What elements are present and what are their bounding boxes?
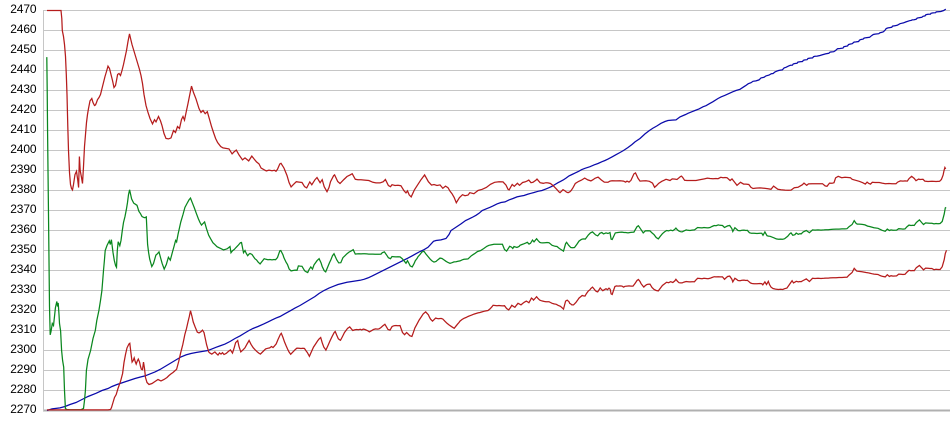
svg-text:2410: 2410 (10, 122, 37, 136)
svg-text:2320: 2320 (10, 302, 37, 316)
svg-text:2310: 2310 (10, 322, 37, 336)
svg-text:2280: 2280 (10, 382, 37, 396)
svg-text:2430: 2430 (10, 82, 37, 96)
svg-text:2460: 2460 (10, 22, 37, 36)
svg-text:2290: 2290 (10, 362, 37, 376)
svg-text:2270: 2270 (10, 402, 37, 416)
svg-text:2370: 2370 (10, 202, 37, 216)
svg-text:2350: 2350 (10, 242, 37, 256)
svg-text:2450: 2450 (10, 42, 37, 56)
svg-text:2380: 2380 (10, 182, 37, 196)
svg-text:2440: 2440 (10, 62, 37, 76)
svg-text:2360: 2360 (10, 222, 37, 236)
svg-text:2400: 2400 (10, 142, 37, 156)
svg-text:2470: 2470 (10, 2, 37, 16)
svg-text:2330: 2330 (10, 282, 37, 296)
svg-text:2390: 2390 (10, 162, 37, 176)
svg-text:2420: 2420 (10, 102, 37, 116)
svg-text:2300: 2300 (10, 342, 37, 356)
svg-text:2340: 2340 (10, 262, 37, 276)
